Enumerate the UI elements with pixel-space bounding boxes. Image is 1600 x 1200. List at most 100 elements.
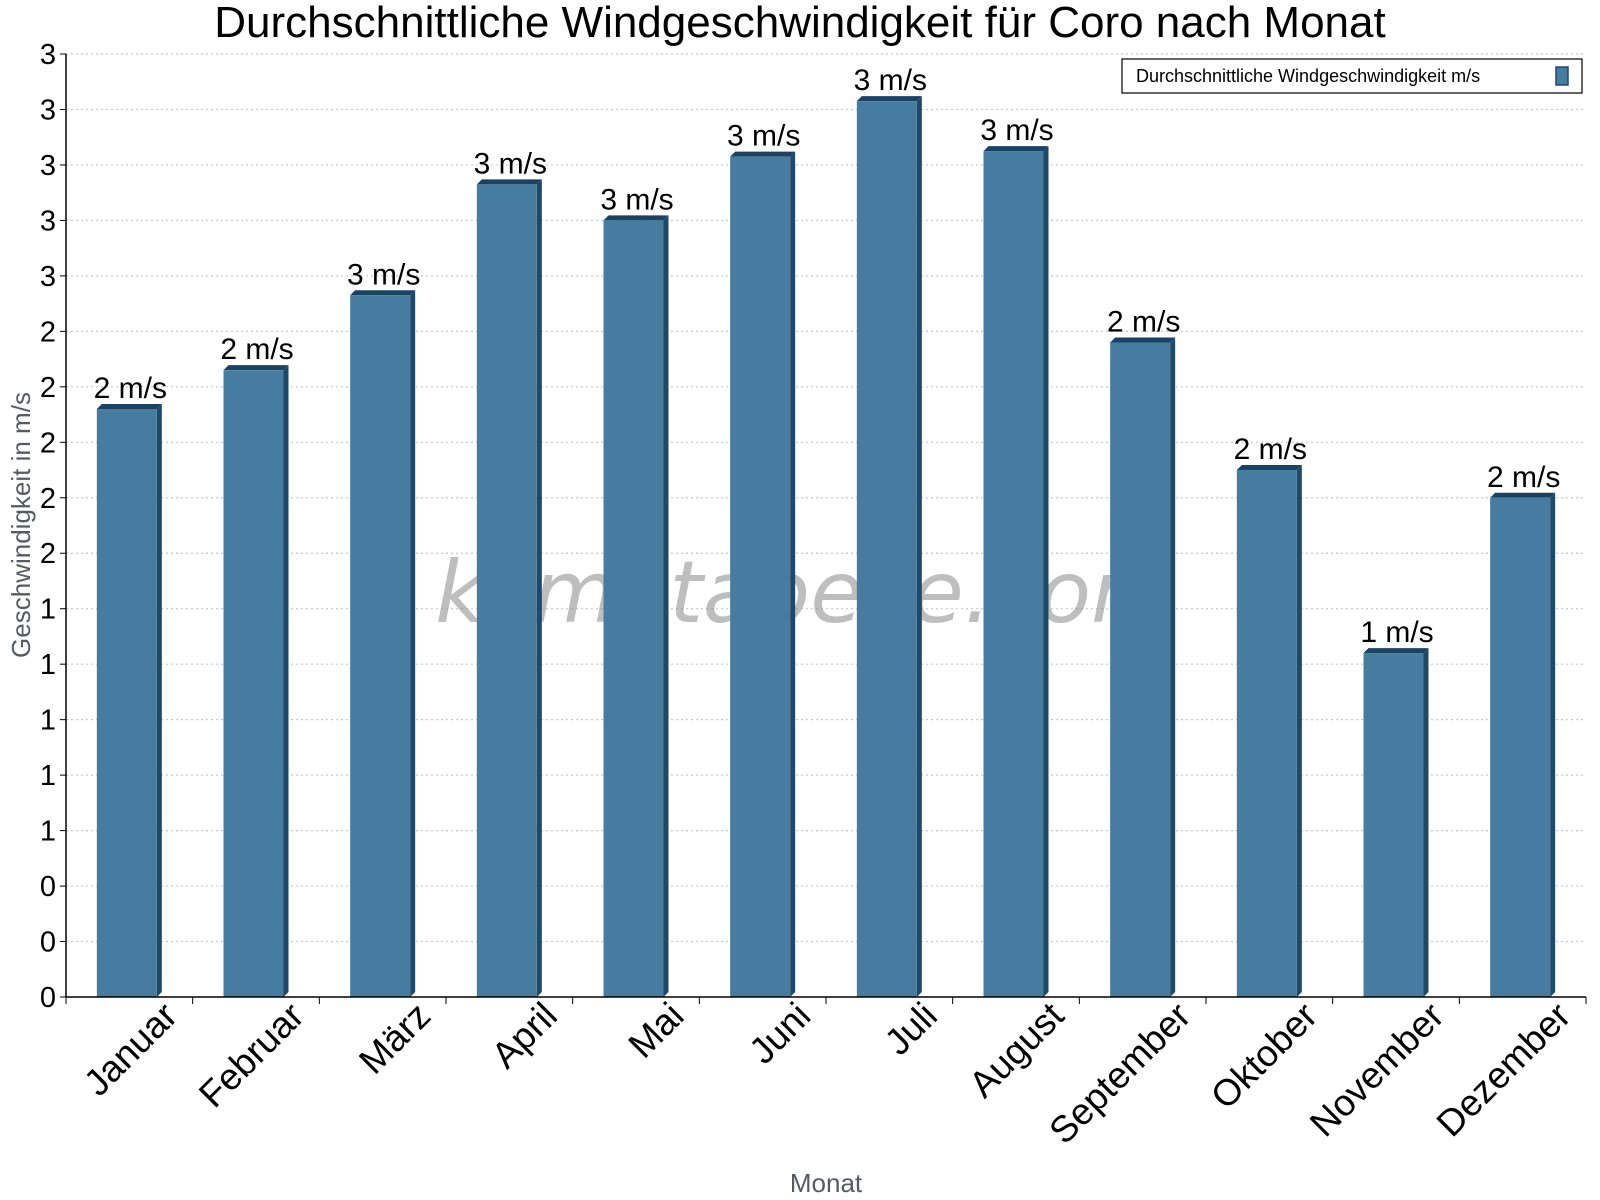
y-tick-labels: 0 0 0 1 1 1 1 1 2 2 2 2 2 3 3 3 3 3: [40, 39, 66, 1014]
bar-top: [476, 179, 542, 185]
legend-label: Durchschnittliche Windgeschwindigkeit m/…: [1136, 66, 1480, 86]
value-label: 2 m/s: [1487, 461, 1560, 494]
x-tick-label: Dezember: [1429, 995, 1579, 1145]
bar-side: [283, 365, 289, 997]
bar-9: [1110, 337, 1176, 998]
bar-4: [476, 179, 542, 997]
bar-front: [983, 151, 1044, 997]
watermark-text: klimatabelle.com: [435, 543, 1175, 643]
y-tick-label: 2: [40, 538, 56, 570]
value-labels: 2 m/s 2 m/s 3 m/s 3 m/s 3 m/s 3 m/s 3 m/s 3 m/s…: [94, 64, 1561, 649]
value-label: 3 m/s: [347, 258, 420, 291]
bar-8: [983, 146, 1049, 997]
bar-side: [1296, 465, 1302, 997]
y-tick-label: 1: [40, 594, 56, 626]
y-tick-label: 0: [40, 927, 56, 959]
bar-front: [1363, 653, 1424, 997]
y-tick-label: 3: [40, 94, 56, 126]
chart-title: Durchschnittliche Windgeschwindigkeit fü…: [214, 0, 1385, 47]
value-label: 2 m/s: [94, 372, 167, 405]
value-label: 3 m/s: [474, 147, 547, 180]
x-tick-label: April: [484, 995, 565, 1076]
bar-11: [1363, 648, 1429, 997]
y-tick-label: 0: [40, 982, 56, 1014]
bar-side: [1170, 337, 1176, 998]
x-tick-label: Oktober: [1203, 995, 1325, 1117]
bar-front: [96, 409, 157, 997]
x-tick-label: Januar: [76, 995, 185, 1104]
bar-top: [1490, 492, 1556, 498]
y-tick-label: 2: [40, 372, 56, 404]
x-axis-title: Monat: [790, 1168, 863, 1198]
legend-swatch: [1555, 66, 1569, 86]
legend-box: [1121, 58, 1583, 94]
x-tick-label: Juni: [741, 995, 818, 1072]
bar-side: [916, 96, 922, 997]
bar-top: [730, 151, 796, 157]
y-axis-title: Geschwindigkeit in m/s: [6, 392, 36, 658]
bar-5: [603, 215, 669, 998]
bar-1: [96, 404, 162, 997]
bar-front: [1110, 342, 1171, 998]
bar-6: [730, 151, 796, 997]
axes: [65, 54, 1587, 1004]
bar-front: [1236, 470, 1297, 997]
bar-front: [223, 370, 284, 997]
value-label: 2 m/s: [220, 333, 293, 366]
y-tick-label: 1: [40, 760, 56, 792]
y-tick-label: 1: [40, 816, 56, 848]
bar-top: [96, 404, 162, 410]
bar-front: [856, 101, 917, 997]
value-label: 3 m/s: [854, 64, 927, 97]
value-label: 3 m/s: [980, 114, 1053, 147]
bar-top: [603, 215, 669, 221]
bar-top: [1110, 337, 1176, 343]
x-tick-label: August: [961, 994, 1072, 1105]
y-tick-label: 3: [40, 205, 56, 237]
x-tick-label: November: [1302, 995, 1452, 1145]
bar-side: [156, 404, 162, 997]
y-tick-label: 2: [40, 483, 56, 515]
bar-top: [1363, 648, 1429, 654]
y-tick-label: 0: [40, 871, 56, 903]
bar-10: [1236, 465, 1302, 997]
y-tick-label: 3: [40, 39, 56, 71]
bar-2: [223, 365, 289, 997]
bar-top: [856, 96, 922, 102]
bar-front: [350, 295, 411, 997]
bar-side: [663, 215, 669, 998]
bar-front: [603, 220, 664, 998]
y-tick-label: 1: [40, 649, 56, 681]
bar-3: [350, 290, 416, 997]
legend: Durchschnittliche Windgeschwindigkeit m/…: [1121, 58, 1583, 94]
x-tick-label: März: [351, 995, 438, 1082]
value-label: 3 m/s: [600, 183, 673, 216]
bar-side: [536, 179, 542, 997]
bar-top: [983, 146, 1049, 152]
y-tick-label: 2: [40, 427, 56, 459]
value-label: 2 m/s: [1107, 305, 1180, 338]
x-tick-labels: Januar Februar März April Mai Juni Juli AugustS…: [76, 994, 1578, 1151]
bar-front: [730, 156, 791, 997]
value-label: 3 m/s: [727, 120, 800, 153]
y-tick-label: 2: [40, 316, 56, 348]
bar-top: [223, 365, 289, 371]
y-tick-label: 3: [40, 261, 56, 293]
bar-side: [1043, 146, 1049, 997]
bar-front: [476, 184, 537, 997]
bar-12: [1490, 492, 1556, 997]
value-label: 1 m/s: [1360, 616, 1433, 649]
y-tick-label: 3: [40, 150, 56, 182]
grid-lines: [66, 53, 1586, 943]
x-tick-label: Mai: [621, 995, 692, 1066]
bar-side: [790, 151, 796, 997]
bar-side: [410, 290, 416, 997]
value-label: 2 m/s: [1234, 433, 1307, 466]
x-tick-label: Februar: [191, 995, 312, 1116]
bar-front: [1490, 497, 1551, 997]
bar-top: [350, 290, 416, 296]
bar-7: [856, 96, 922, 997]
bar-side: [1550, 492, 1556, 997]
x-tick-label: Juli: [877, 995, 945, 1063]
